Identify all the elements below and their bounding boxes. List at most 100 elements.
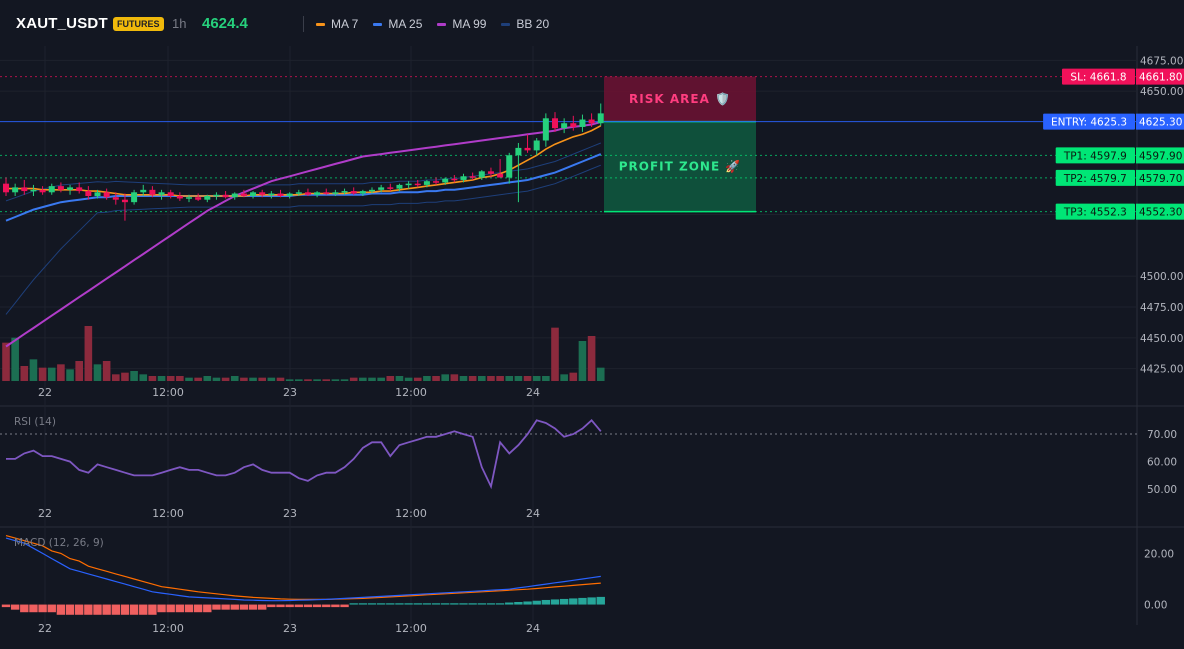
level-value-3: 4579.70 — [1139, 173, 1182, 185]
level-value-box-4 — [1136, 203, 1184, 220]
volume-bar — [267, 377, 276, 381]
legend-ma7-label: MA 7 — [331, 17, 359, 31]
macd-histogram-bar — [578, 597, 587, 605]
candle-body — [30, 189, 37, 192]
candle-body — [277, 193, 284, 196]
candle-body — [67, 187, 74, 190]
volume-bar — [542, 376, 550, 381]
volume-bar — [47, 367, 56, 381]
candle-body — [533, 140, 540, 151]
legend-ma7[interactable]: MA 7 — [316, 17, 358, 31]
volume-bar — [295, 379, 303, 381]
macd-histogram-bar — [431, 603, 441, 605]
macd-histogram-bar — [587, 597, 596, 605]
macd-histogram-bar — [129, 604, 139, 615]
candle-body — [140, 189, 147, 193]
macd-histogram-bar — [29, 604, 38, 613]
macd-histogram-bar — [285, 604, 294, 608]
candle-body — [487, 171, 494, 174]
macd-histogram-bar — [450, 603, 459, 605]
candle-body — [314, 192, 321, 195]
volume-bar — [459, 376, 468, 381]
volume-bar — [423, 376, 431, 381]
rsi-label: RSI (14) — [14, 416, 56, 428]
candle-body — [323, 192, 330, 194]
volume-bar — [20, 366, 29, 381]
candle-body — [167, 192, 174, 196]
volume-bar — [578, 341, 587, 381]
macd-histogram-bar — [550, 599, 560, 605]
candle-body — [304, 192, 311, 195]
volume-bar — [496, 376, 504, 381]
symbol-name[interactable]: XAUT_USDT — [16, 15, 108, 32]
time-tick-label: 12:00 — [152, 386, 184, 399]
macd-histogram-bar — [166, 604, 175, 613]
legend-bb20[interactable]: BB 20 — [501, 17, 549, 31]
volume-bar — [569, 372, 578, 381]
macd-histogram-bar — [495, 603, 505, 605]
macd-histogram-bar — [93, 604, 102, 615]
macd-histogram-bar — [56, 604, 66, 615]
level-value-box-3 — [1136, 169, 1184, 186]
volume-bar — [432, 376, 440, 381]
volume-bar — [331, 379, 340, 381]
candle-body — [469, 176, 476, 178]
level-value-0: 4661.80 — [1139, 72, 1182, 84]
candle-body — [359, 191, 366, 194]
time-tick-label: 24 — [526, 622, 540, 635]
candle-body — [332, 192, 339, 194]
candle-body — [460, 176, 467, 180]
level-tag-1: ENTRY: 4625.3 — [1051, 117, 1127, 129]
legend-ma99-swatch — [437, 22, 447, 26]
level-value-box-1 — [1136, 113, 1184, 130]
macd-histogram-bar — [20, 604, 29, 613]
macd-histogram-bar — [294, 604, 303, 608]
time-tick-label: 22 — [38, 386, 52, 399]
candle-body — [542, 118, 549, 141]
level-value-1: 4625.30 — [1139, 117, 1182, 129]
timeframe-label[interactable]: 1h — [172, 16, 187, 31]
bb-lower-line — [5, 164, 601, 315]
volume-bar — [29, 359, 38, 381]
level-tag-0: SL: 4661.8 — [1070, 72, 1126, 84]
volume-bar — [157, 376, 166, 381]
candle-body — [414, 183, 421, 186]
volume-bar — [212, 377, 221, 381]
legend-ma25-swatch — [373, 22, 383, 26]
macd-histogram-bar — [505, 602, 514, 605]
level-value-4: 4552.30 — [1139, 207, 1182, 219]
volume-bar — [249, 377, 257, 381]
volume-bar — [230, 376, 239, 381]
legend-ma99[interactable]: MA 99 — [437, 17, 486, 31]
profit-zone-box — [604, 121, 756, 212]
legend-bb20-label: BB 20 — [516, 17, 550, 31]
legend-ma25[interactable]: MA 25 — [373, 17, 422, 31]
candle-body — [478, 171, 485, 178]
candle-body — [268, 193, 275, 196]
volume-bar — [478, 376, 486, 381]
volume-bar — [377, 377, 385, 381]
macd-histogram-bar — [459, 603, 468, 605]
macd-tick-label: 0.00 — [1144, 600, 1167, 612]
volume-bar — [240, 377, 248, 381]
level-tag-3: TP2: 4579.7 — [1063, 173, 1127, 185]
macd-histogram-bar — [38, 604, 47, 613]
price-tick-label: 4675.00 — [1140, 55, 1183, 67]
legend-ma7-swatch — [316, 22, 325, 26]
time-tick-label: 23 — [283, 507, 297, 520]
volume-bar — [285, 379, 294, 381]
volume-bar — [313, 379, 321, 381]
volume-bar — [57, 364, 65, 381]
macd-histogram-bar — [541, 599, 551, 605]
macd-histogram-bar — [221, 604, 230, 610]
level-tag-box-4 — [1055, 203, 1135, 220]
macd-histogram-bar — [239, 604, 249, 610]
candle-body — [250, 192, 257, 196]
futures-badge: FUTURES — [113, 17, 164, 31]
volume-bar — [166, 376, 175, 381]
macd-histogram-bar — [212, 604, 221, 610]
candle-body — [524, 147, 531, 151]
ma7-line — [6, 124, 602, 197]
candle-body — [579, 119, 586, 127]
macd-histogram-bar — [267, 604, 276, 608]
